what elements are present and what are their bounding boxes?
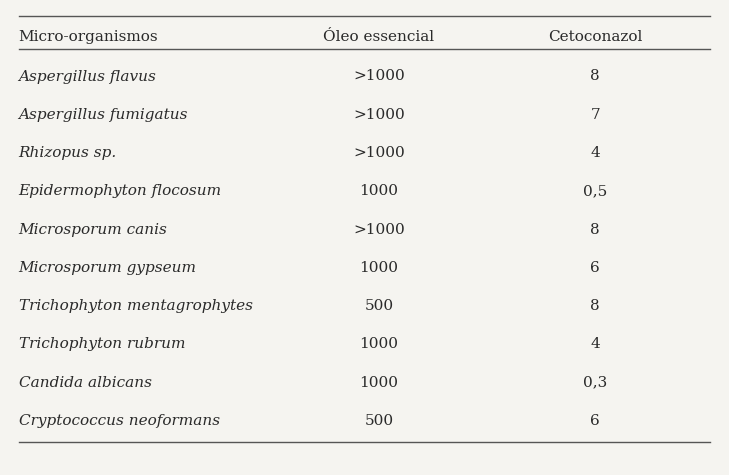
Text: >1000: >1000	[353, 223, 405, 237]
Text: >1000: >1000	[353, 108, 405, 122]
Text: 0,3: 0,3	[583, 376, 607, 390]
Text: 8: 8	[590, 223, 600, 237]
Text: Aspergillus fumigatus: Aspergillus fumigatus	[18, 108, 188, 122]
Text: 1000: 1000	[359, 376, 399, 390]
Text: Epidermophyton flocosum: Epidermophyton flocosum	[18, 184, 222, 198]
Text: >1000: >1000	[353, 69, 405, 84]
Text: Cetoconazol: Cetoconazol	[548, 30, 642, 44]
Text: Micro-organismos: Micro-organismos	[18, 30, 158, 44]
Text: 8: 8	[590, 69, 600, 84]
Text: Microsporum canis: Microsporum canis	[18, 223, 168, 237]
Text: Rhizopus sp.: Rhizopus sp.	[18, 146, 117, 160]
Text: Cryptococcus neoformans: Cryptococcus neoformans	[18, 414, 219, 428]
Text: Trichophyton rubrum: Trichophyton rubrum	[18, 337, 185, 352]
Text: Aspergillus flavus: Aspergillus flavus	[18, 69, 157, 84]
Text: Candida albicans: Candida albicans	[18, 376, 152, 390]
Text: Óleo essencial: Óleo essencial	[324, 30, 434, 44]
Text: 4: 4	[590, 146, 600, 160]
Text: 500: 500	[364, 299, 394, 313]
Text: 6: 6	[590, 261, 600, 275]
Text: 500: 500	[364, 414, 394, 428]
Text: Microsporum gypseum: Microsporum gypseum	[18, 261, 197, 275]
Text: 0,5: 0,5	[583, 184, 607, 198]
Text: 8: 8	[590, 299, 600, 313]
Text: 1000: 1000	[359, 184, 399, 198]
Text: 6: 6	[590, 414, 600, 428]
Text: 4: 4	[590, 337, 600, 352]
Text: Trichophyton mentagrophytes: Trichophyton mentagrophytes	[18, 299, 252, 313]
Text: >1000: >1000	[353, 146, 405, 160]
Text: 1000: 1000	[359, 261, 399, 275]
Text: 1000: 1000	[359, 337, 399, 352]
Text: 7: 7	[590, 108, 600, 122]
